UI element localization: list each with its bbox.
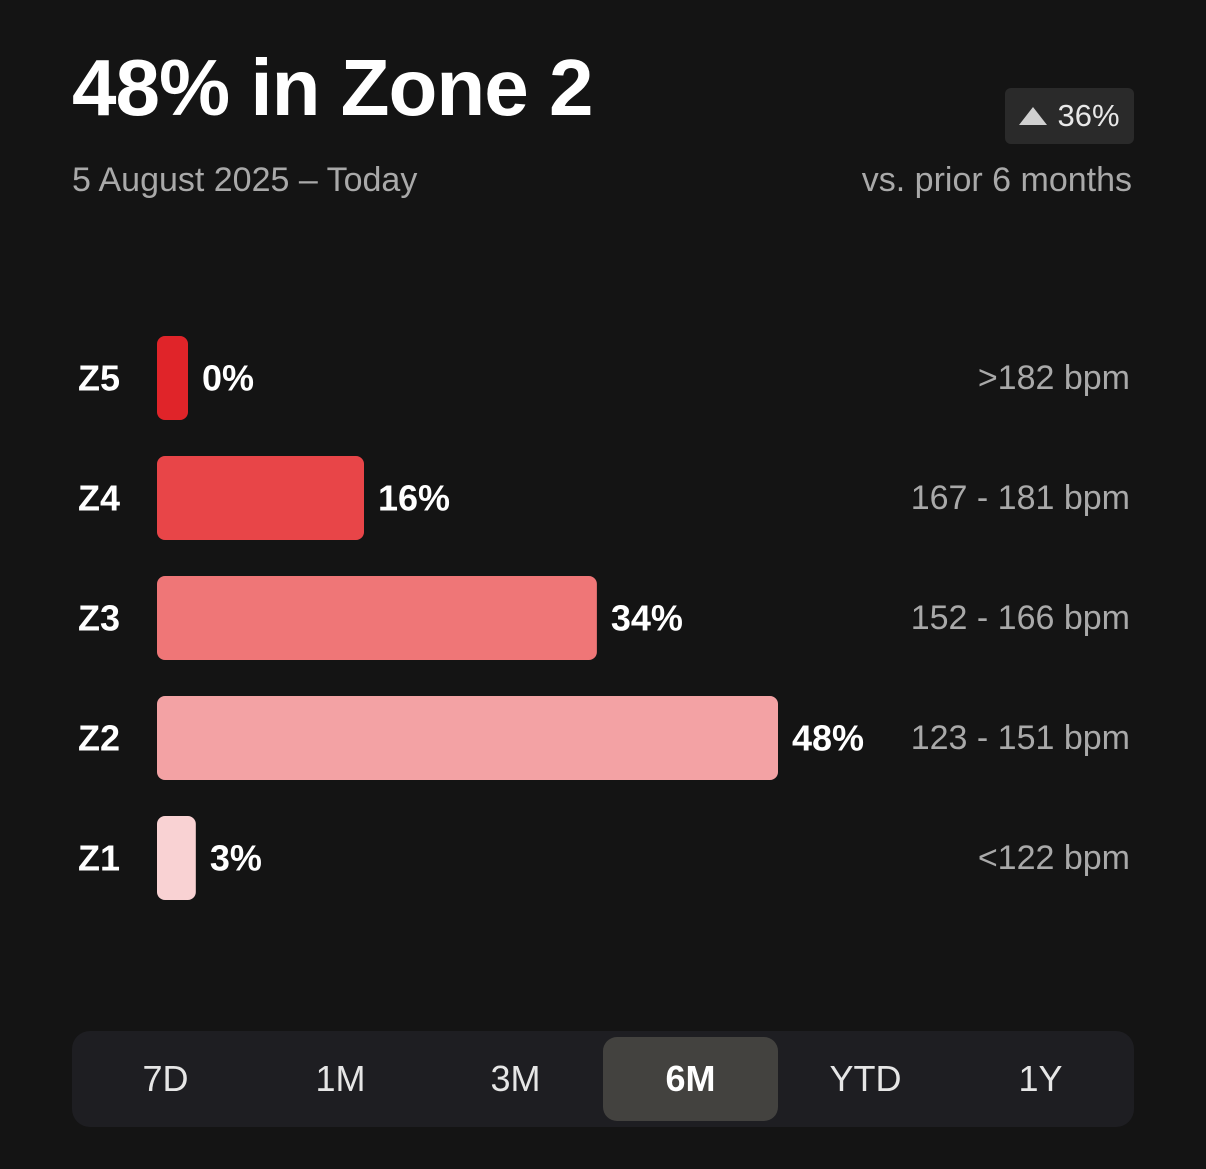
zone-label-z1: Z1 (78, 838, 120, 879)
comparison-label: vs. prior 6 months (861, 161, 1132, 199)
zone-value-z2: 48% (792, 718, 864, 759)
tab-3m[interactable]: 3M (490, 1058, 541, 1099)
zone-value-z5: 0% (202, 358, 254, 399)
zone-range-z4: 167 - 181 bpm (911, 479, 1130, 517)
tab-7d[interactable]: 7D (142, 1058, 189, 1099)
zone-value-z4: 16% (378, 478, 450, 519)
tab-1y[interactable]: 1Y (1018, 1058, 1063, 1099)
time-range-selector: 7D 1M 3M 6M YTD 1Y (72, 1031, 1134, 1127)
zone-range-z3: 152 - 166 bpm (911, 599, 1130, 637)
zone-chart: Z5 0% >182 bpm Z4 16% 167 - 181 bpm Z3 34% 152 -… (78, 336, 1130, 900)
zone-label-z2: Z2 (78, 718, 120, 759)
zone-range-z1: <122 bpm (978, 839, 1130, 877)
tab-6m[interactable]: 6M (603, 1037, 778, 1121)
triangle-up-icon (1019, 107, 1048, 125)
date-range: 5 August 2025 – Today (72, 161, 418, 199)
zone-range-z5: >182 bpm (978, 359, 1130, 397)
zone-bar-z4 (157, 456, 364, 540)
zone-bar-z5 (157, 336, 188, 420)
change-badge: 36% (1005, 88, 1134, 144)
zone-bar-z3 (157, 576, 597, 660)
zone-label-z4: Z4 (78, 478, 120, 519)
zone-bar-z2 (157, 696, 778, 780)
tab-ytd[interactable]: YTD (829, 1058, 902, 1099)
zone-bar-z1 (157, 816, 196, 900)
zone-range-z2: 123 - 151 bpm (911, 719, 1130, 757)
tab-1m[interactable]: 1M (315, 1058, 366, 1099)
zone-value-z1: 3% (210, 838, 262, 879)
change-value: 36% (1057, 98, 1120, 133)
page-title: 48% in Zone 2 (72, 43, 593, 132)
zone-value-z3: 34% (611, 598, 683, 639)
zone-label-z5: Z5 (78, 358, 120, 399)
zone-label-z3: Z3 (78, 598, 120, 639)
